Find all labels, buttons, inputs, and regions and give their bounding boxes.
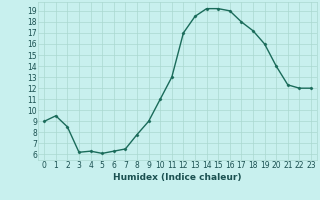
X-axis label: Humidex (Indice chaleur): Humidex (Indice chaleur) [113,173,242,182]
